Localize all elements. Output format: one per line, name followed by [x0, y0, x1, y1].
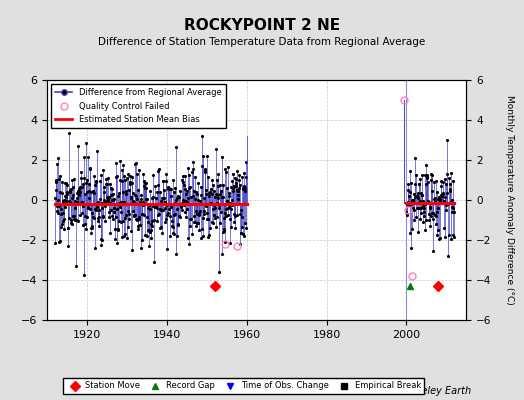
Y-axis label: Monthly Temperature Anomaly Difference (°C): Monthly Temperature Anomaly Difference (… — [505, 95, 515, 305]
Text: ROCKYPOINT 2 NE: ROCKYPOINT 2 NE — [184, 18, 340, 34]
Legend: Difference from Regional Average, Quality Control Failed, Estimated Station Mean: Difference from Regional Average, Qualit… — [51, 84, 226, 128]
Legend: Station Move, Record Gap, Time of Obs. Change, Empirical Break: Station Move, Record Gap, Time of Obs. C… — [63, 378, 424, 394]
Text: Berkeley Earth: Berkeley Earth — [399, 386, 472, 396]
Text: Difference of Station Temperature Data from Regional Average: Difference of Station Temperature Data f… — [99, 37, 425, 47]
